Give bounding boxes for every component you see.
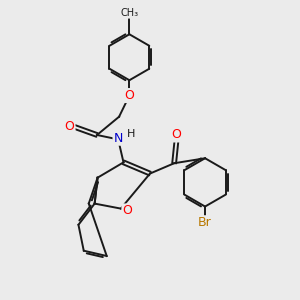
Text: O: O (172, 128, 182, 142)
Text: H: H (126, 128, 135, 139)
Text: Br: Br (198, 216, 212, 229)
Text: N: N (113, 132, 123, 145)
Text: O: O (124, 89, 134, 102)
Text: CH₃: CH₃ (120, 8, 139, 18)
Text: O: O (122, 205, 132, 218)
Text: O: O (65, 120, 75, 133)
